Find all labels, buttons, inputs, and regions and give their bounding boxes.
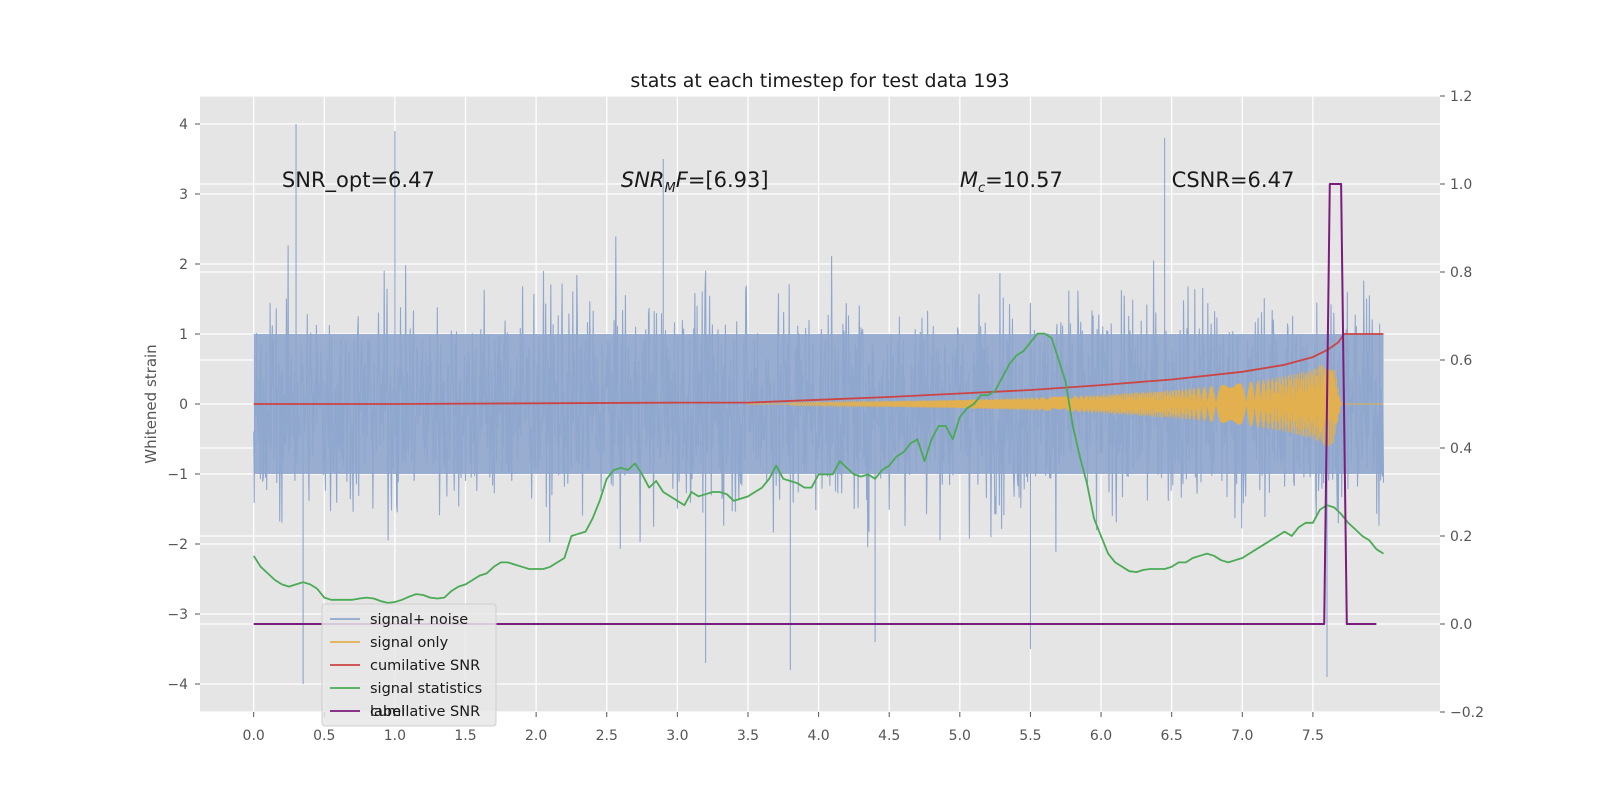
legend-box [321,603,497,727]
legend-label: cumilative SNR [370,658,480,674]
x-tick-label: 6.5 [1161,728,1183,744]
annotation-symbol: M [960,168,978,192]
legend-label: signal statistics [370,681,482,697]
y2-tick-label: 0.8 [1450,265,1472,281]
y-tick-label: −2 [167,537,188,553]
y-tick-label: 4 [179,117,188,133]
y-axis-label: Whitened strain [142,344,160,463]
x-tick-label: 1.5 [454,728,476,744]
y-tick-label: −3 [167,607,188,623]
signal-only-line [747,364,1384,448]
y-tick-label: 2 [179,257,188,273]
legend-label: label [370,704,405,720]
annotation-text: SNRMF=[6.93] [621,168,769,196]
y2-tick-label: 1.0 [1450,177,1472,193]
annotation-subscript: M [665,181,676,196]
legend-label: signal+ noise [370,612,468,628]
annotation-value: =[6.93] [688,168,769,192]
y-tick-label: −4 [167,677,188,693]
y2-tick-label: 0.2 [1450,529,1472,545]
x-tick-label: 0.0 [243,728,265,744]
y2-tick-label: 1.2 [1450,89,1472,105]
annotation-text: CSNR=6.47 [1172,168,1295,192]
x-tick-label: 0.5 [313,728,335,744]
x-tick-label: 2.5 [596,728,618,744]
y-tick-label: 0 [179,397,188,413]
y2-tick-label: 0.0 [1450,617,1472,633]
legend: signal+ noise signal only cumilative SNR si… [321,603,497,727]
x-tick-label: 5.0 [949,728,971,744]
annotation-subscript: c [978,181,985,196]
annotation-text: Mc=10.57 [960,168,1063,196]
x-tick-label: 6.0 [1090,728,1112,744]
axes: 0.0 0.5 1.0 1.5 2.0 2.5 3.0 3.5 4.0 4.5 5.0 5.5 6.0 6… [167,89,1484,744]
x-tick-label: 4.5 [878,728,900,744]
y-tick-label: −1 [167,467,188,483]
chart-title: stats at each timestep for test data 193 [630,70,1009,92]
label-line [253,183,1377,625]
series-layer [252,124,1385,684]
x-tick-label: 3.0 [666,728,688,744]
signal-statistics-line [252,332,1384,604]
annotation-symbol: SNR [621,168,665,192]
x-tick-label: 1.0 [384,728,406,744]
x-tick-label: 5.5 [1019,728,1041,744]
annotations: SNR_opt=6.47 SNRMF=[6.93] Mc=10.57 CSNR=6.4… [282,168,1294,196]
annotation-text: SNR_opt=6.47 [282,168,435,193]
annotation-symbol-suffix: F [676,168,689,192]
y2-tick-label: −0.2 [1450,705,1484,721]
y2-tick-label: 0.6 [1450,353,1472,369]
legend-label: signal only [370,635,449,651]
y-tick-label: 3 [179,187,188,203]
x-tick-label: 2.0 [525,728,547,744]
x-tick-label: 3.5 [737,728,759,744]
legend-ghost-text: cumilative SNR [370,704,480,720]
x-tick-label: 7.0 [1231,728,1253,744]
y2-tick-label: 0.4 [1450,441,1472,457]
x-tick-label: 4.0 [807,728,829,744]
x-tick-label: 7.5 [1302,728,1324,744]
annotation-value: =10.57 [985,168,1063,192]
y-tick-label: 1 [179,327,188,343]
